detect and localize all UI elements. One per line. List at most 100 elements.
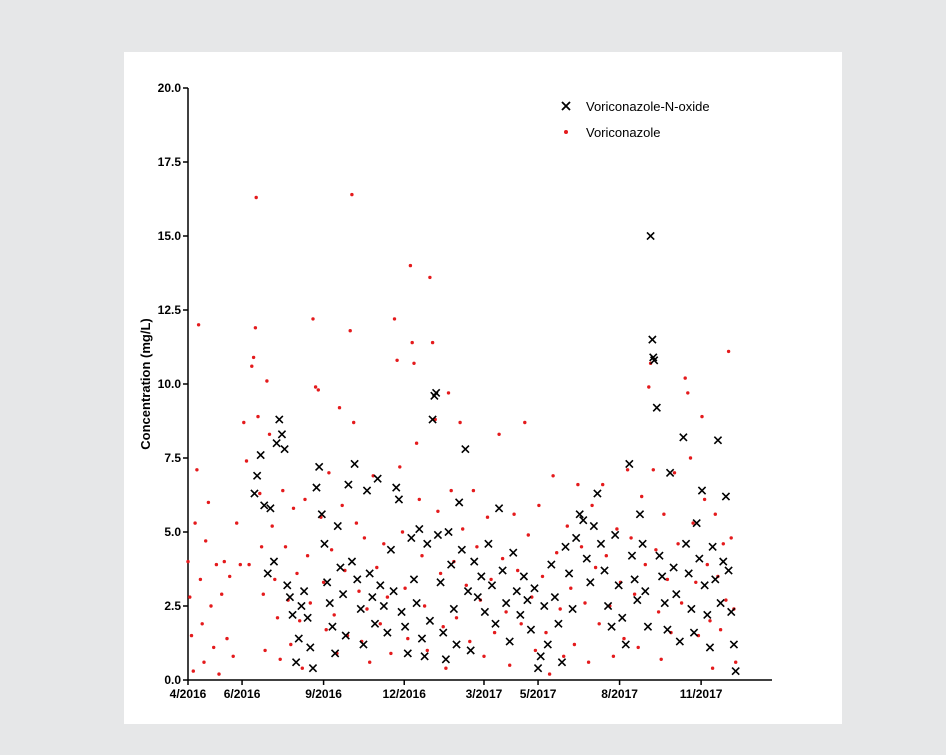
voriconazole-n-oxide-point bbox=[575, 510, 584, 519]
voriconazole-point bbox=[718, 628, 723, 632]
voriconazole-n-oxide-point bbox=[423, 539, 432, 549]
voriconazole-point bbox=[417, 497, 421, 502]
voriconazole-point bbox=[688, 456, 693, 460]
voriconazole-n-oxide-point bbox=[400, 622, 410, 631]
voriconazole-point bbox=[273, 577, 277, 582]
voriconazole-point bbox=[412, 361, 416, 365]
voriconazole-point bbox=[311, 317, 315, 321]
voriconazole-point bbox=[665, 577, 670, 582]
y-tick-label: 2.5 bbox=[164, 599, 181, 613]
voriconazole-point bbox=[721, 542, 725, 546]
voriconazole-point bbox=[686, 391, 690, 395]
voriconazole-point bbox=[604, 554, 608, 558]
voriconazole-n-oxide-point bbox=[275, 415, 284, 424]
voriconazole-point bbox=[497, 432, 501, 436]
voriconazole-point bbox=[291, 506, 296, 510]
voriconazole-n-oxide-point bbox=[347, 557, 357, 566]
voriconazole-n-oxide-point bbox=[336, 563, 345, 572]
voriconazole-n-oxide-point bbox=[266, 504, 275, 513]
voriconazole-n-oxide-point bbox=[466, 646, 475, 655]
voriconazole-point bbox=[256, 414, 260, 419]
voriconazole-n-oxide-point bbox=[568, 604, 577, 614]
voriconazole-point bbox=[195, 468, 199, 472]
voriconazole-n-oxide-point bbox=[280, 444, 289, 454]
voriconazole-n-oxide-point bbox=[655, 551, 664, 560]
voriconazole-point bbox=[547, 672, 552, 676]
voriconazole-point bbox=[625, 468, 630, 472]
voriconazole-n-oxide-point bbox=[415, 524, 424, 534]
voriconazole-n-oxide-point bbox=[633, 595, 642, 605]
voriconazole-point bbox=[576, 482, 580, 487]
voriconazole-n-oxide-point bbox=[501, 598, 511, 608]
voriconazole-point bbox=[702, 497, 707, 502]
voriconazole-n-oxide-point bbox=[614, 581, 623, 590]
x-tick-label: 11/2017 bbox=[680, 687, 723, 701]
voriconazole-n-oxide-point bbox=[708, 542, 717, 551]
voriconazole-point bbox=[590, 503, 594, 508]
voriconazole-point bbox=[500, 556, 505, 561]
voriconazole-n-oxide-point bbox=[277, 430, 287, 439]
voriconazole-point bbox=[569, 586, 573, 590]
y-tick-label: 7.5 bbox=[164, 451, 181, 465]
voriconazole-n-oxide-point bbox=[455, 498, 464, 507]
voriconazole-point bbox=[362, 536, 367, 540]
voriconazole-n-oxide-point bbox=[571, 533, 581, 543]
voriconazole-n-oxide-point bbox=[643, 622, 653, 631]
voriconazole-point bbox=[222, 559, 226, 564]
voriconazole-point bbox=[676, 542, 680, 546]
voriconazole-n-oxide-point bbox=[463, 587, 473, 596]
voriconazole-point bbox=[444, 666, 448, 670]
voriconazole-n-oxide-point bbox=[627, 551, 637, 560]
voriconazole-n-oxide-point bbox=[306, 643, 315, 652]
voriconazole-point bbox=[354, 521, 359, 525]
y-tick-label: 15.0 bbox=[158, 229, 182, 243]
voriconazole-n-oxide-point bbox=[607, 622, 616, 631]
voriconazole-point bbox=[295, 571, 299, 576]
voriconazole-point bbox=[654, 548, 658, 552]
voriconazole-n-oxide-point bbox=[308, 663, 318, 673]
voriconazole-point bbox=[321, 580, 326, 584]
voriconazole-n-oxide-point bbox=[540, 601, 549, 611]
voriconazole-point bbox=[206, 500, 211, 505]
voriconazole-n-oxide-point bbox=[425, 616, 435, 625]
scatter-chart: 0.0 2.5 5.0 7.5 10.0 12.5 15.0 17.5 20.0 4/2016 6… bbox=[138, 81, 772, 701]
voriconazole-point bbox=[212, 645, 216, 650]
voriconazole-n-oxide-point bbox=[403, 649, 412, 658]
voriconazole-point bbox=[726, 349, 731, 354]
voriconazole-point bbox=[454, 616, 459, 620]
voriconazole-point bbox=[238, 562, 242, 567]
voriconazole-n-oxide-point bbox=[530, 584, 539, 593]
voriconazole-point bbox=[313, 385, 318, 389]
voriconazole-point bbox=[406, 636, 410, 641]
voriconazole-n-oxide-point bbox=[646, 231, 655, 241]
voriconazole-n-oxide-point bbox=[533, 663, 543, 673]
voriconazole-point bbox=[382, 542, 386, 546]
voriconazole-point bbox=[303, 497, 307, 502]
voriconazole-point bbox=[198, 577, 203, 582]
chart-panel bbox=[124, 52, 842, 724]
voriconazole-n-oxide-point bbox=[436, 578, 445, 587]
legend-marker-x-icon bbox=[561, 101, 571, 111]
voriconazole-point bbox=[662, 512, 666, 516]
voriconazole-n-oxide-point bbox=[373, 474, 382, 483]
voriconazole-point bbox=[683, 376, 687, 380]
voriconazole-point bbox=[196, 323, 201, 327]
voriconazole-point bbox=[298, 619, 302, 623]
voriconazole-n-oxide-point bbox=[392, 483, 401, 492]
voriconazole-n-oxide-point bbox=[325, 598, 334, 608]
voriconazole-point bbox=[492, 630, 497, 635]
voriconazole-n-oxide-point bbox=[713, 436, 723, 445]
voriconazole-n-oxide-point bbox=[320, 539, 329, 549]
voriconazole-n-oxide-point bbox=[291, 658, 301, 667]
voriconazole-n-oxide-point bbox=[344, 480, 353, 489]
voriconazole-n-oxide-point bbox=[721, 492, 731, 501]
voriconazole-n-oxide-point bbox=[652, 403, 661, 412]
voriconazole-point bbox=[281, 488, 285, 493]
voriconazole-point bbox=[555, 551, 559, 555]
voriconazole-point bbox=[512, 512, 516, 516]
voriconazole-point bbox=[710, 666, 715, 670]
voriconazole-n-oxide-point bbox=[630, 575, 639, 584]
y-axis: 0.0 2.5 5.0 7.5 10.0 12.5 15.0 17.5 20.0 bbox=[158, 81, 189, 687]
voriconazole-n-oxide-point bbox=[700, 581, 709, 590]
voriconazole-n-oxide-point bbox=[648, 335, 657, 344]
